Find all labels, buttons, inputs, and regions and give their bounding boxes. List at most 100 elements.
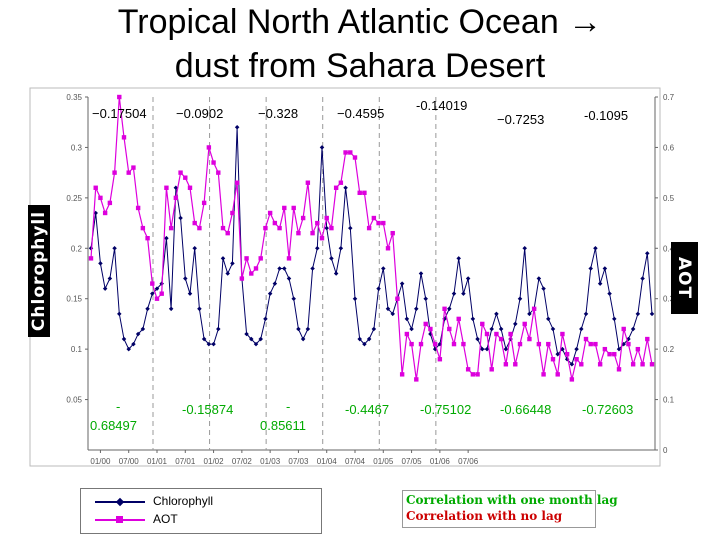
corr-bottom-6: -0.66448 bbox=[500, 402, 552, 417]
chlorophyll-point bbox=[390, 311, 395, 317]
aot-point bbox=[564, 351, 570, 357]
chlorophyll-point bbox=[550, 326, 556, 332]
chlorophyll-point bbox=[291, 296, 296, 301]
aot-point bbox=[371, 215, 377, 221]
aot-point bbox=[602, 346, 608, 352]
aot-point bbox=[343, 150, 348, 155]
aot-point bbox=[484, 331, 490, 337]
chlorophyll-point bbox=[470, 316, 476, 322]
aot-point bbox=[418, 341, 424, 347]
chlorophyll-point bbox=[546, 316, 551, 322]
chlorophyll-point bbox=[98, 261, 103, 266]
aot-point bbox=[423, 321, 428, 327]
legend-nolag-text: Correlation with no lag bbox=[406, 509, 563, 523]
x-tick-label: 01/00 bbox=[90, 457, 111, 466]
left-axis-label-text: Chlorophyll bbox=[29, 210, 49, 332]
aot-point bbox=[447, 326, 452, 332]
aot-point bbox=[324, 215, 329, 221]
chlorophyll-point bbox=[164, 235, 169, 241]
y-left-tick-label: 0.2 bbox=[71, 244, 83, 253]
aot-point bbox=[168, 225, 174, 231]
aot-point bbox=[352, 155, 358, 160]
aot-point bbox=[300, 215, 306, 221]
corr-bottom-4: -0.4467 bbox=[345, 402, 390, 417]
chlorophyll-point bbox=[296, 326, 301, 332]
aot-point bbox=[428, 326, 433, 332]
aot-point bbox=[249, 271, 254, 276]
chlorophyll-point bbox=[117, 311, 122, 317]
aot-point bbox=[112, 170, 117, 175]
aot-point bbox=[230, 210, 235, 216]
aot-point bbox=[513, 362, 518, 367]
aot-point bbox=[126, 170, 131, 175]
aot-point bbox=[381, 220, 386, 226]
aot-point bbox=[338, 180, 344, 185]
chlorophyll-point bbox=[404, 316, 410, 322]
aot-point bbox=[145, 236, 150, 241]
aot-point bbox=[649, 362, 655, 367]
aot-point bbox=[569, 377, 575, 382]
aot-point bbox=[414, 377, 419, 382]
y-left-tick-label: 0.35 bbox=[66, 93, 82, 102]
legend-label-chlorophyll: Chlorophyll bbox=[153, 494, 214, 508]
chlorophyll-point bbox=[447, 306, 452, 312]
chlorophyll-point bbox=[338, 246, 344, 251]
right-axis-label-text: AOT bbox=[674, 256, 695, 300]
aot-point bbox=[107, 200, 113, 206]
aot-point bbox=[272, 220, 278, 226]
corr-top-3: −0.328 bbox=[258, 106, 299, 121]
aot-point bbox=[140, 225, 146, 231]
chlorophyll-point bbox=[409, 326, 414, 332]
chlorophyll-point bbox=[253, 341, 259, 347]
chlorophyll-point bbox=[150, 291, 155, 296]
y-left-tick-label: 0.15 bbox=[66, 295, 82, 304]
chlorophyll-point bbox=[192, 246, 197, 251]
x-tick-label: 07/04 bbox=[345, 457, 366, 466]
aot-point bbox=[442, 306, 447, 311]
aot-point bbox=[555, 372, 560, 377]
chlorophyll-point bbox=[357, 336, 362, 342]
chlorophyll-point bbox=[348, 225, 353, 231]
x-tick-label: 01/06 bbox=[430, 457, 451, 466]
aot-point bbox=[480, 321, 485, 327]
corr-bottom-dash-2: - bbox=[286, 399, 291, 414]
aot-point bbox=[494, 331, 499, 337]
chlorophyll-point bbox=[107, 276, 113, 281]
aot-point bbox=[187, 185, 193, 190]
legend-label-aot: AOT bbox=[153, 512, 178, 526]
x-tick-label: 07/02 bbox=[232, 457, 253, 466]
aot-point bbox=[550, 357, 556, 362]
aot-point bbox=[399, 372, 405, 377]
chart-title-line2: dust from Sahara Desert bbox=[174, 47, 546, 85]
aot-point bbox=[432, 341, 438, 347]
aot-point bbox=[395, 296, 400, 301]
chlorophyll-point bbox=[649, 311, 655, 317]
chlorophyll-point bbox=[230, 261, 235, 266]
right-axis-label: AOT bbox=[671, 242, 698, 314]
chlorophyll-point bbox=[319, 145, 325, 150]
aot-point bbox=[461, 341, 466, 347]
aot-point bbox=[498, 336, 504, 342]
aot-point bbox=[579, 362, 584, 367]
y-right-tick-label: 0 bbox=[663, 446, 668, 455]
chlorophyll-point bbox=[315, 246, 320, 251]
chlorophyll-point bbox=[456, 256, 461, 261]
aot-point bbox=[503, 362, 509, 367]
corr-top-4: −0.4595 bbox=[337, 106, 385, 121]
chlorophyll-point bbox=[484, 346, 490, 352]
aot-point bbox=[244, 256, 249, 261]
aot-point bbox=[357, 190, 362, 196]
aot-point bbox=[404, 331, 410, 337]
chlorophyll-point bbox=[197, 306, 202, 312]
aot-point bbox=[522, 321, 527, 327]
aot-point bbox=[234, 180, 240, 185]
chlorophyll-point bbox=[272, 281, 278, 286]
chlorophyll-point bbox=[593, 246, 598, 251]
legend-marker-chlorophyll bbox=[115, 497, 125, 507]
left-axis-label: Chlorophyll bbox=[28, 205, 50, 337]
chlorophyll-point bbox=[371, 326, 377, 332]
aot-point bbox=[437, 357, 443, 362]
aot-point bbox=[267, 210, 273, 216]
aot-point bbox=[121, 135, 127, 140]
corr-bottom-7: -0.72603 bbox=[582, 402, 634, 417]
